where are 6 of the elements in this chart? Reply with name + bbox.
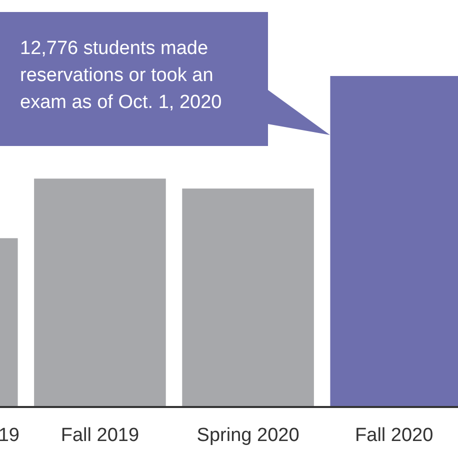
x-tick-label: Fall 2020 bbox=[355, 425, 434, 446]
annotation: 12,776 students made reservations or took an exam as of Oct. 1, 2020 bbox=[20, 38, 222, 113]
callout-box: 12,776 students made reservations or took an exam as of Oct. 1, 2020 bbox=[0, 12, 330, 146]
x-tick-label: Spring 2020 bbox=[196, 425, 300, 446]
x-tick-label: Fall 2019 bbox=[60, 425, 140, 446]
x-tick-label: 19 bbox=[0, 425, 20, 446]
